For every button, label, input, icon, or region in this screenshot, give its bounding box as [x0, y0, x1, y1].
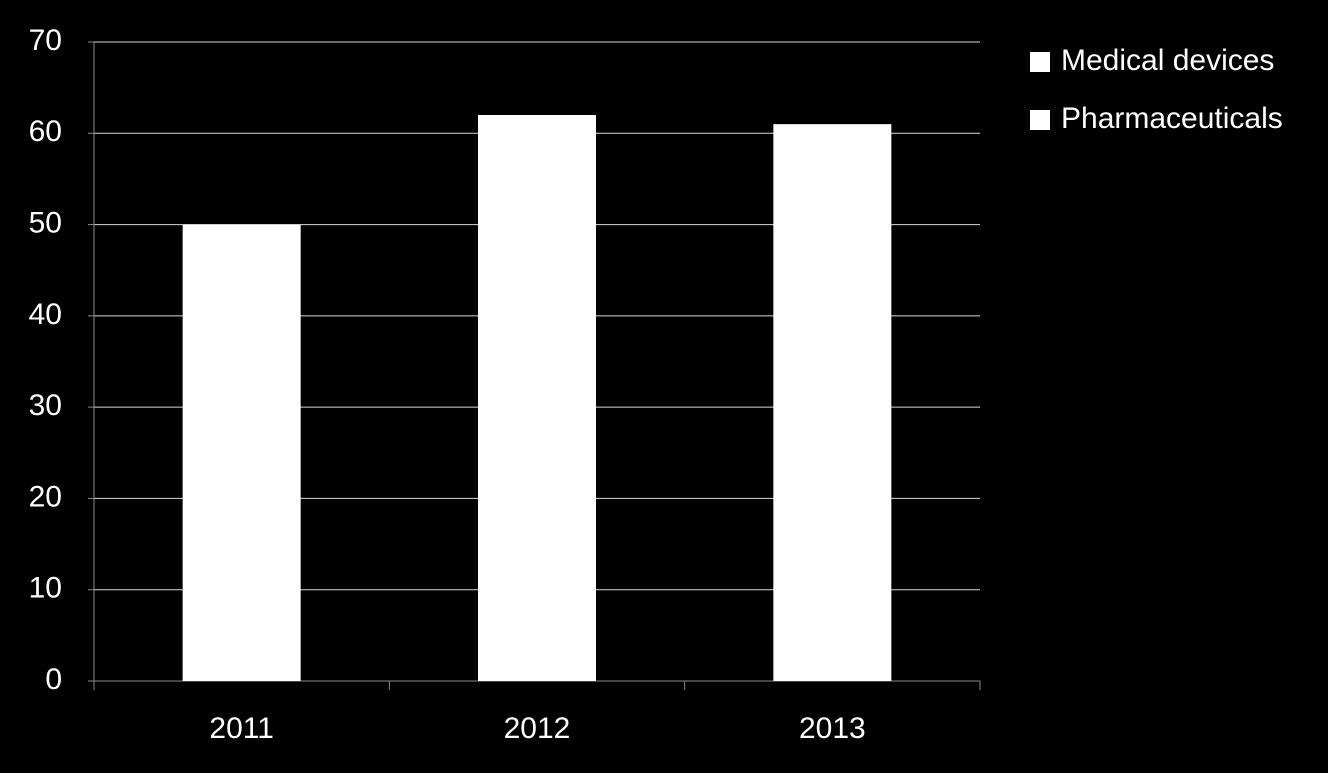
legend-label: Medical devices — [1061, 44, 1274, 77]
bar — [478, 115, 596, 682]
x-tick-label: 2012 — [504, 712, 571, 745]
bar — [182, 224, 301, 682]
y-tick-label: 10 — [29, 572, 62, 605]
y-tick-label: 0 — [45, 663, 62, 696]
x-tick-label: 2011 — [209, 712, 274, 745]
y-tick-label: 70 — [29, 24, 62, 57]
legend-swatch — [1030, 52, 1050, 72]
legend-swatch — [1030, 110, 1050, 130]
y-tick-label: 30 — [29, 389, 62, 422]
bar — [773, 124, 892, 681]
legend-label: Pharmaceuticals — [1061, 102, 1283, 135]
x-tick-label: 2013 — [799, 712, 866, 745]
y-tick-label: 20 — [29, 480, 62, 513]
y-tick-label: 50 — [29, 206, 62, 239]
y-tick-label: 40 — [29, 298, 62, 331]
y-tick-label: 60 — [29, 115, 62, 148]
